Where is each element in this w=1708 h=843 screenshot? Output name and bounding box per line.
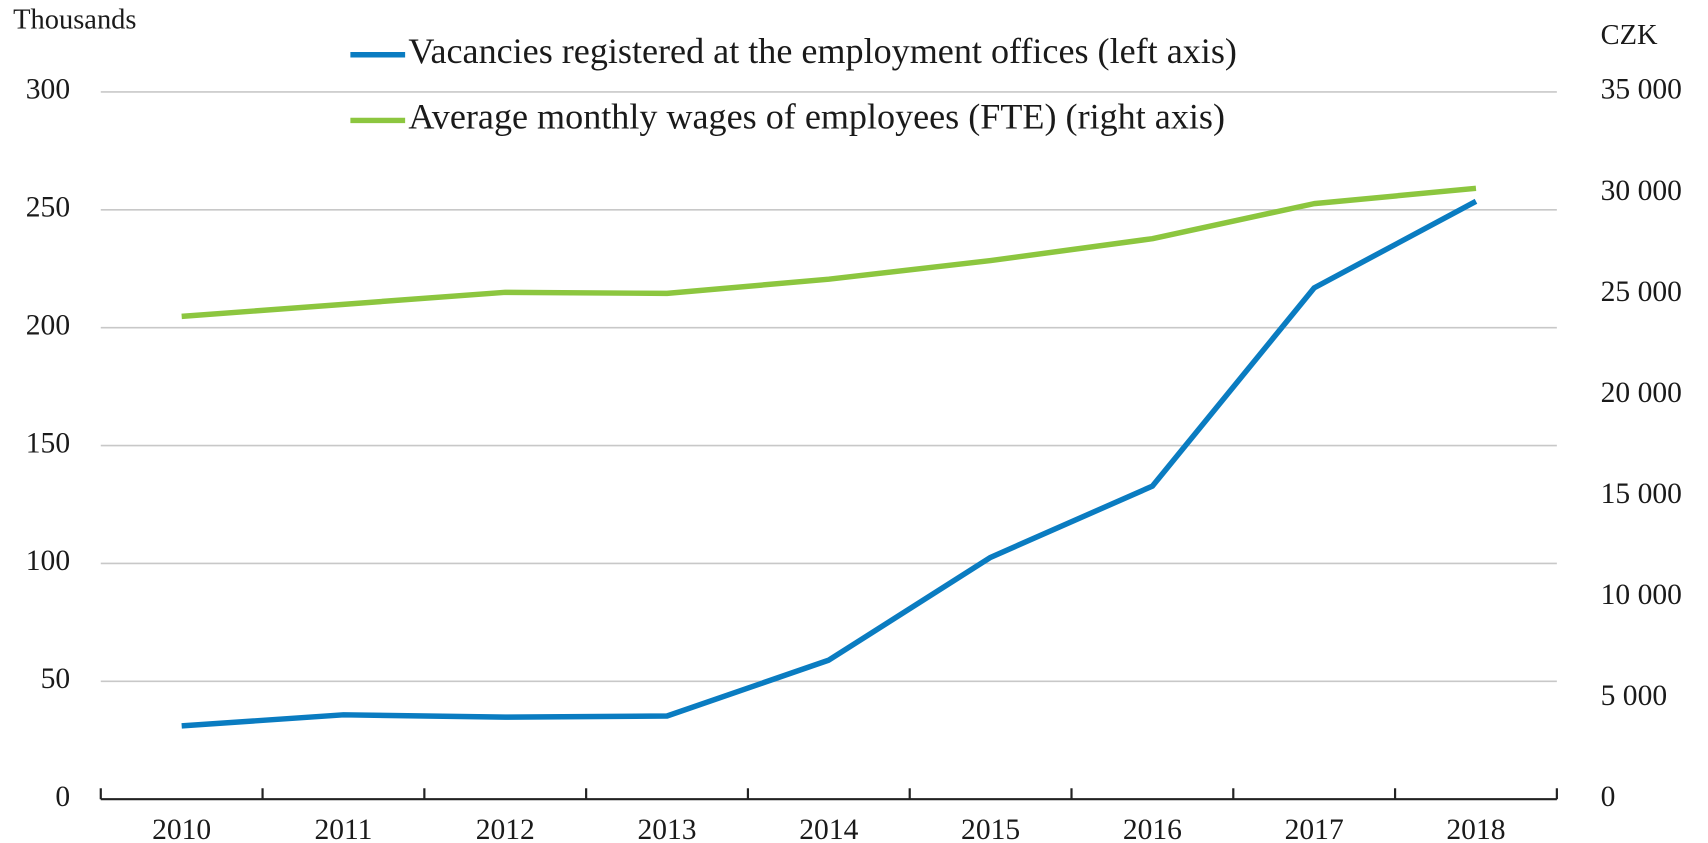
series-line: [181, 185, 1477, 320]
y-tick-label: 100: [26, 545, 70, 577]
legend-label: Vacancies registered at the employment o…: [408, 31, 1237, 71]
y2-tick-label: 10 000: [1601, 579, 1682, 611]
x-tick-label: 2012: [476, 814, 535, 843]
series-line: [181, 198, 1478, 729]
y-tick-label: 150: [26, 427, 70, 459]
y-tick-label: 250: [26, 192, 70, 224]
x-tick-label: 2015: [961, 814, 1020, 843]
y-axis-label: Thousands: [13, 4, 136, 35]
x-tick-label: 2011: [314, 814, 372, 843]
y2-tick-label: 5 000: [1601, 680, 1667, 712]
y2-tick-label: 35 000: [1601, 74, 1682, 106]
y-tick-label: 200: [26, 309, 70, 341]
y2-tick-label: 0: [1601, 781, 1616, 813]
x-tick-label: 2013: [637, 814, 696, 843]
x-tick-label: 2014: [799, 814, 858, 843]
x-tick-label: 2016: [1123, 814, 1182, 843]
x-tick-label: 2017: [1285, 814, 1344, 843]
y-tick-label: 300: [26, 74, 70, 106]
y2-tick-label: 25 000: [1601, 276, 1682, 308]
legend-label: Average monthly wages of employees (FTE)…: [408, 97, 1225, 137]
y2-tick-label: 30 000: [1601, 175, 1682, 207]
x-tick-label: 2010: [152, 814, 211, 843]
y-tick-label: 0: [55, 781, 70, 813]
y2-axis-label: CZK: [1601, 20, 1658, 51]
x-tick-label: 2018: [1446, 814, 1505, 843]
y2-tick-label: 20 000: [1601, 377, 1682, 409]
y-tick-label: 50: [41, 663, 71, 695]
y2-tick-label: 15 000: [1601, 478, 1682, 510]
